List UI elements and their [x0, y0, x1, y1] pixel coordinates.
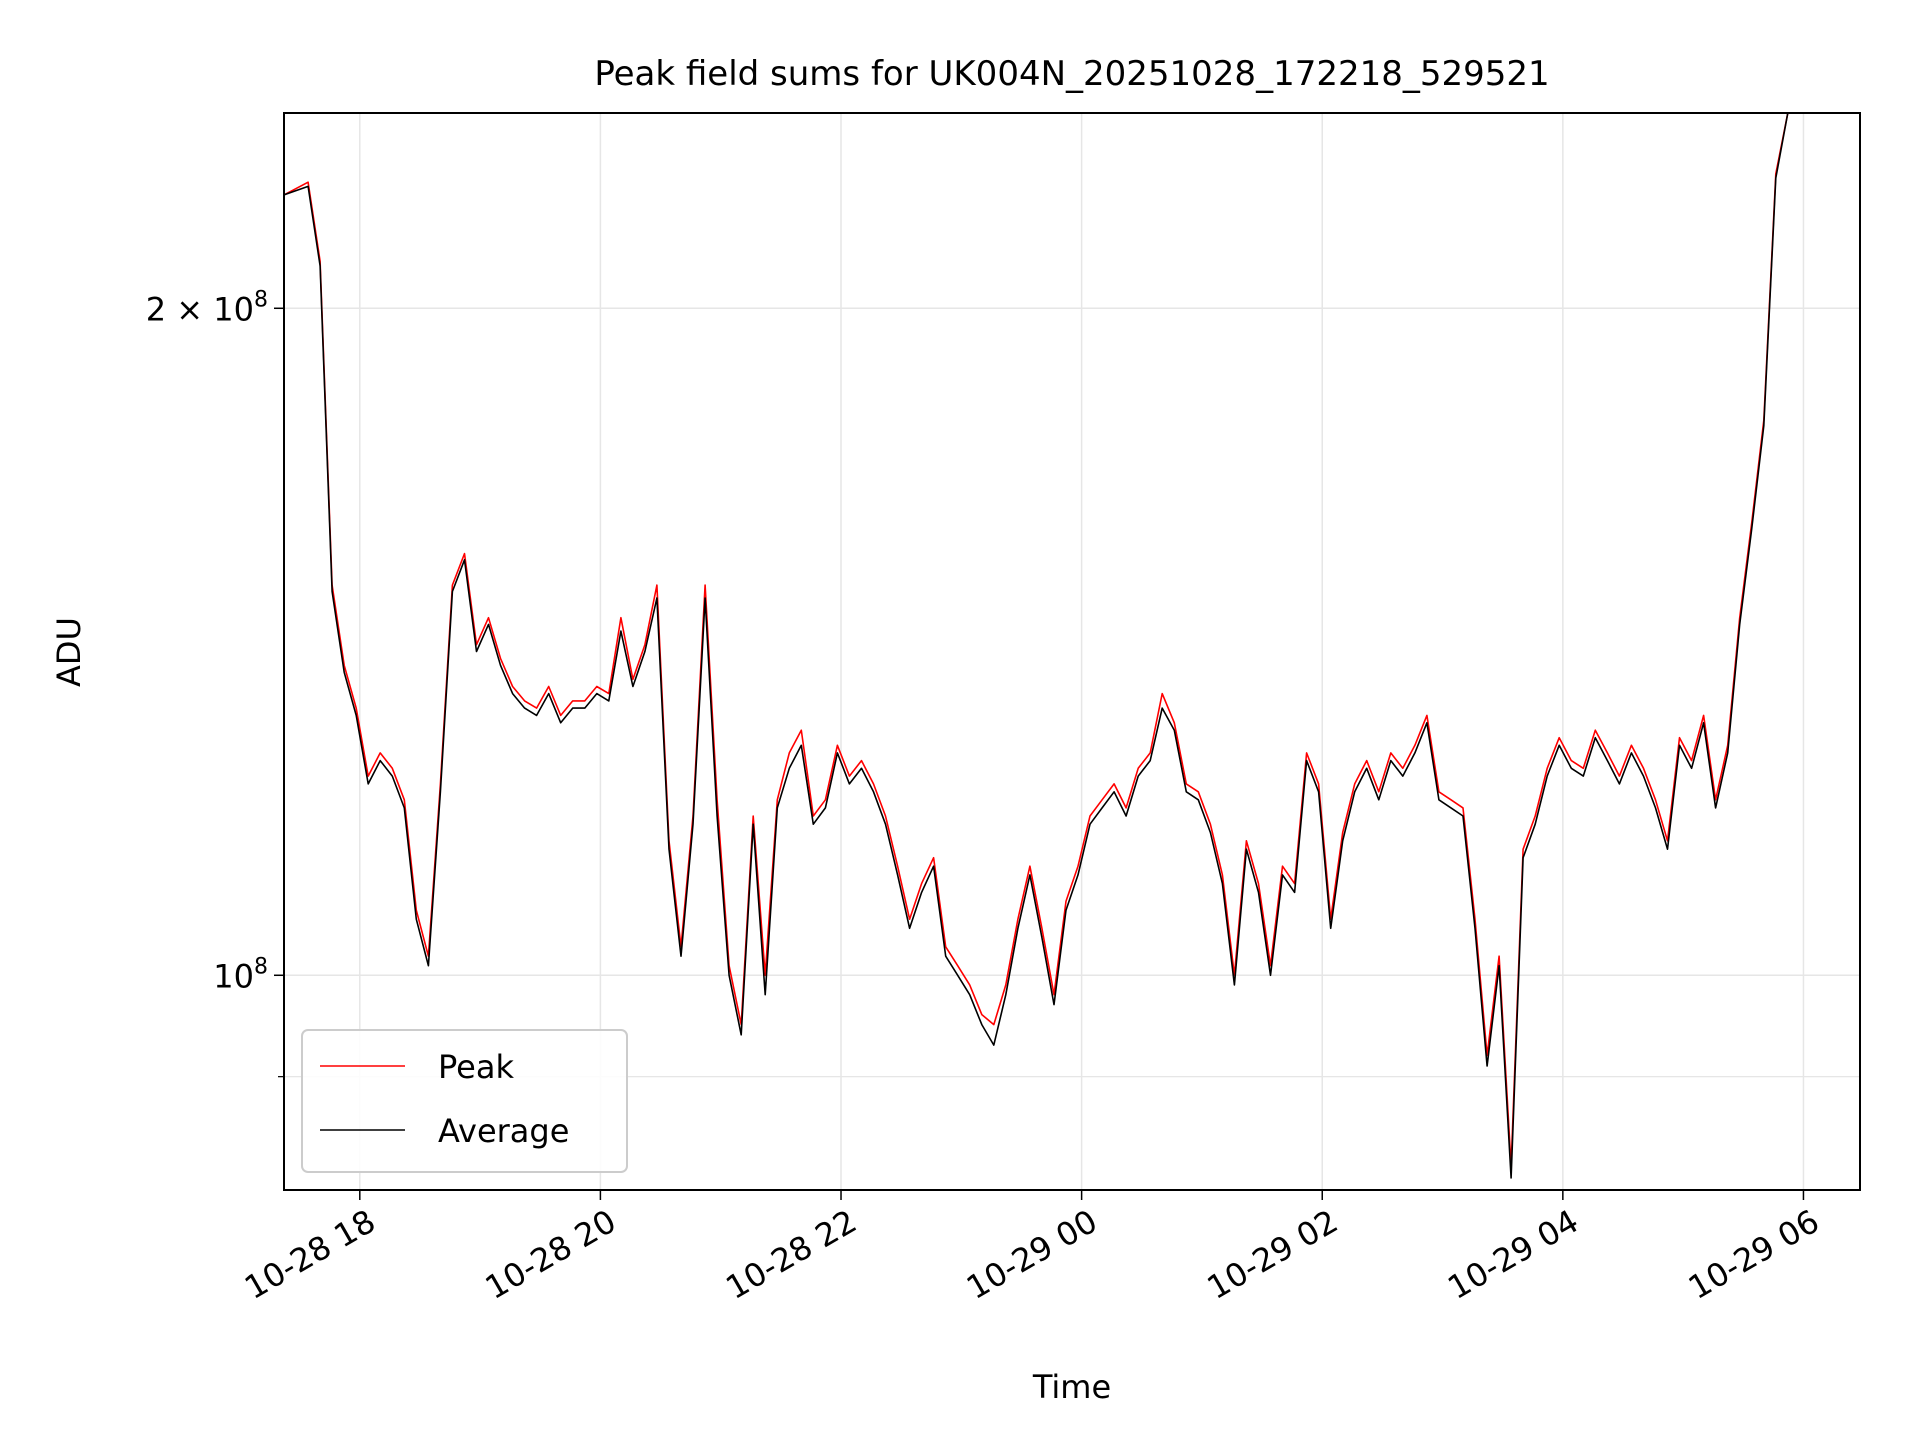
legend-peak-label: Peak — [438, 1048, 514, 1086]
x-axis-label: Time — [1032, 1368, 1111, 1406]
y-axis: 108 2 × 108 — [146, 287, 284, 1078]
series-line-average — [284, 113, 1789, 1179]
y-tick-label: 2 × 108 — [146, 287, 268, 328]
chart-title: Peak field sums for UK004N_20251028_1722… — [594, 54, 1549, 94]
legend: Peak Average — [301, 1029, 628, 1173]
grid — [284, 113, 1860, 1190]
plot-frame — [283, 112, 1861, 1191]
series-layer — [284, 113, 1789, 1179]
y-tick-label: 108 — [213, 954, 268, 995]
series-line-peak — [284, 113, 1789, 1167]
y-axis-label: ADU — [50, 617, 88, 687]
legend-average-label: Average — [438, 1112, 569, 1150]
